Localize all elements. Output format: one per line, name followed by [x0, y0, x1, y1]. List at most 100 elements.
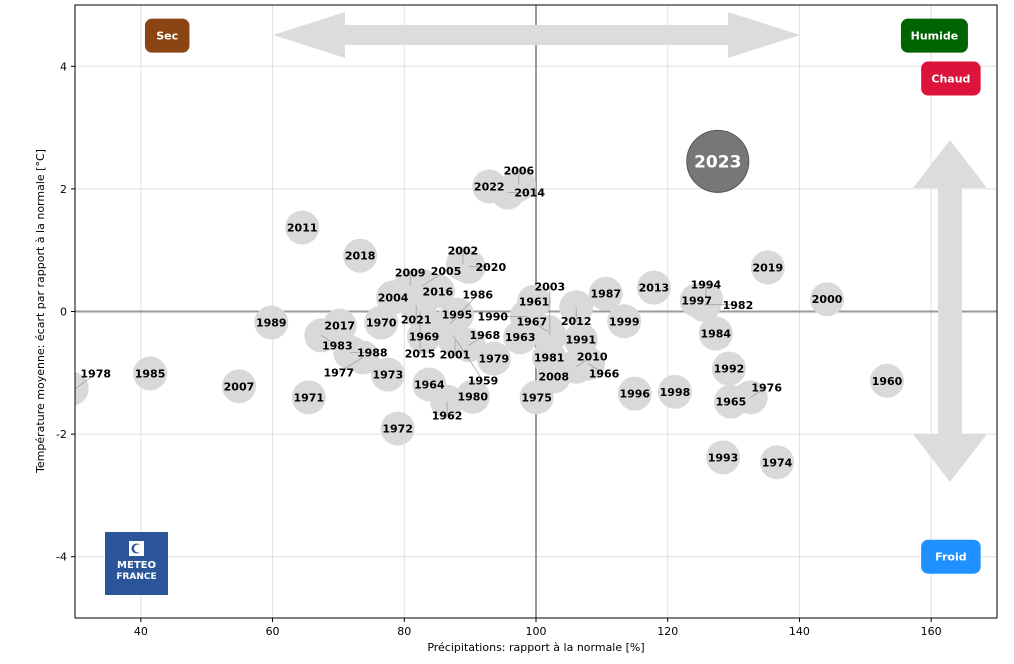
data-point-label: 1964: [414, 378, 445, 391]
data-point-label: 2011: [287, 222, 318, 235]
data-point: [810, 282, 845, 317]
data-point-label: 1994: [691, 279, 722, 292]
logo-line1: METEO: [117, 560, 156, 571]
data-point-label: 2000: [812, 293, 843, 306]
data-point: [407, 319, 442, 354]
data-point: [254, 305, 289, 340]
data-point: [519, 380, 554, 415]
y-axis-label: Température moyenne: écart par rapport à…: [34, 149, 47, 474]
label-leader-line: [587, 363, 605, 374]
data-point-label: 2009: [395, 266, 426, 279]
direction-arrows: [273, 12, 987, 482]
label-leader-line: [421, 270, 447, 287]
data-point: [133, 356, 168, 391]
data-point-label: 2018: [345, 250, 376, 263]
data-point-label: 1978: [80, 368, 111, 381]
data-point-label: 1990: [477, 310, 508, 323]
data-point-label: 2010: [577, 351, 608, 364]
data-point-label: 1963: [505, 331, 536, 344]
label-leader-line: [750, 387, 767, 398]
data-point-label: 1962: [432, 410, 463, 423]
data-point-label: 2007: [224, 380, 255, 393]
data-point-label: 1966: [589, 368, 620, 381]
annotation-badge-froid: [921, 539, 981, 574]
data-point: [503, 320, 538, 355]
data-point: [285, 210, 320, 245]
label-leader-line: [321, 335, 338, 346]
data-point: [617, 376, 652, 411]
data-point-label: 2021: [401, 313, 432, 326]
data-point: [711, 351, 746, 386]
data-point-label: 2019: [753, 261, 784, 274]
data-point-label: 1979: [479, 353, 510, 366]
data-point-label: 1975: [521, 391, 552, 404]
data-point-label: 1984: [700, 328, 731, 341]
data-point: [636, 270, 671, 305]
data-point-label: 1967: [517, 316, 548, 329]
axis-ticks: 40 60 80 100 120 140 160 -4 -2 0 2 4: [56, 60, 942, 638]
data-point-label: 2002: [448, 244, 479, 257]
data-point: [221, 369, 256, 404]
data-point-label: 1991: [565, 334, 596, 347]
data-point-label: 2004: [378, 291, 409, 304]
x-tick-label: 40: [134, 625, 148, 638]
highlight-point: [686, 129, 750, 193]
label-leader-line: [531, 321, 549, 333]
data-point: [455, 379, 490, 414]
data-point: [490, 175, 525, 210]
vertical-double-arrow: [913, 140, 987, 482]
data-point-label: 1982: [723, 299, 754, 312]
data-point: [476, 341, 511, 376]
data-point-label: 1969: [409, 331, 440, 344]
data-point-label: 1992: [714, 363, 745, 376]
data-point-label: 1973: [373, 369, 404, 382]
data-point-label: 1972: [382, 423, 413, 436]
data-point-label: 2005: [431, 265, 462, 278]
data-point: [588, 276, 623, 311]
y-tick-label: 4: [60, 60, 67, 73]
data-point-label: 1960: [872, 375, 903, 388]
data-point-label: 1998: [660, 386, 691, 399]
data-point-label: 2014: [514, 187, 545, 200]
data-point-label: 2006: [504, 165, 535, 178]
data-point-label: 1976: [751, 381, 782, 394]
data-point: [870, 363, 905, 398]
annotation-label: Humide: [911, 30, 959, 43]
label-leader-line: [338, 357, 363, 373]
data-point-label: 1989: [256, 317, 287, 330]
annotation-label: Chaud: [931, 73, 970, 86]
label-leader-line: [468, 334, 486, 346]
data-point-label: 1999: [609, 315, 640, 328]
data-point: [760, 445, 795, 480]
horizontal-double-arrow: [273, 12, 800, 58]
meteo-france-logo: METEO FRANCE: [105, 532, 168, 595]
data-point-label: 2015: [405, 348, 436, 361]
annotation-badge-sec: [144, 18, 190, 53]
x-tick-label: 60: [266, 625, 280, 638]
x-axis-label: Précipitations: rapport à la normale [%]: [427, 641, 644, 654]
data-point-label: 2003: [535, 280, 566, 293]
data-point: [343, 238, 378, 273]
label-leader-lines: [74, 170, 767, 416]
data-point-label: 1968: [470, 329, 501, 342]
annotation-label: Froid: [935, 551, 966, 564]
annotation-badge-humide: [900, 18, 968, 53]
data-point-label: 2022: [474, 180, 505, 193]
data-point-label: 2013: [639, 282, 670, 295]
data-point-label: 2001: [440, 348, 471, 361]
data-point-label: 2017: [324, 320, 355, 333]
data-point-label: 1993: [708, 451, 739, 464]
data-point: [380, 411, 415, 446]
label-leader-line: [452, 335, 484, 381]
logo-line2: FRANCE: [116, 572, 156, 582]
y-tick-label: -2: [56, 428, 67, 441]
data-point-label: 1988: [357, 347, 388, 360]
data-point-label: 1983: [322, 339, 353, 352]
data-point-label: 2012: [561, 315, 592, 328]
highlight-point-label: 2023: [694, 152, 741, 172]
data-point-label: 1996: [619, 388, 650, 401]
data-point-labels: 1960 1985 1978 2007 2019 2000 2011 1971 1972 1993…: [80, 165, 902, 470]
data-point: [706, 440, 741, 475]
x-tick-label: 140: [789, 625, 810, 638]
label-leader-line: [449, 294, 478, 325]
